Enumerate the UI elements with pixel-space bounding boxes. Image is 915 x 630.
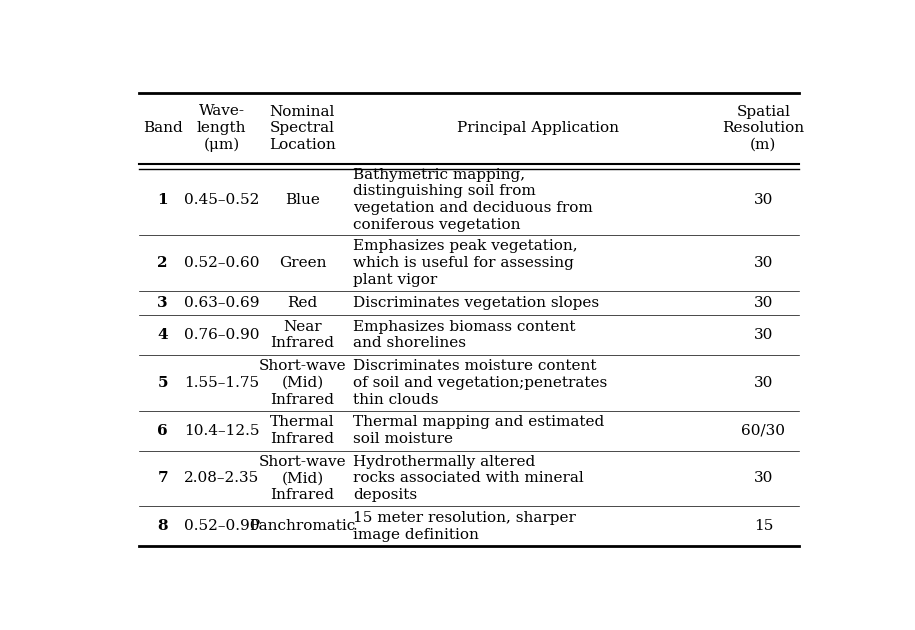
Text: 3: 3 xyxy=(157,296,168,310)
Text: 1: 1 xyxy=(157,193,168,207)
Text: 15: 15 xyxy=(754,519,773,533)
Text: Discriminates vegetation slopes: Discriminates vegetation slopes xyxy=(353,296,599,310)
Text: Short-wave
(Mid)
Infrared: Short-wave (Mid) Infrared xyxy=(259,455,346,502)
Text: Red: Red xyxy=(287,296,318,310)
Text: 15 meter resolution, sharper
image definition: 15 meter resolution, sharper image defin… xyxy=(353,511,576,542)
Text: Principal Application: Principal Application xyxy=(457,122,619,135)
Text: 0.52–0.90: 0.52–0.90 xyxy=(184,519,259,533)
Text: 2: 2 xyxy=(157,256,168,270)
Text: 0.45–0.52: 0.45–0.52 xyxy=(184,193,259,207)
Text: 30: 30 xyxy=(754,328,773,342)
Text: Wave-
length
(μm): Wave- length (μm) xyxy=(197,105,246,152)
Text: Discriminates moisture content
of soil and vegetation;penetrates
thin clouds: Discriminates moisture content of soil a… xyxy=(353,359,608,406)
Text: 8: 8 xyxy=(157,519,168,533)
Text: 1.55–1.75: 1.55–1.75 xyxy=(184,376,259,390)
Text: 30: 30 xyxy=(754,296,773,310)
Text: Short-wave
(Mid)
Infrared: Short-wave (Mid) Infrared xyxy=(259,359,346,406)
Text: Thermal mapping and estimated
soil moisture: Thermal mapping and estimated soil moist… xyxy=(353,415,605,446)
Text: 10.4–12.5: 10.4–12.5 xyxy=(184,423,259,438)
Text: Thermal
Infrared: Thermal Infrared xyxy=(270,415,335,446)
Text: 4: 4 xyxy=(157,328,168,342)
Text: 30: 30 xyxy=(754,471,773,486)
Text: Spatial
Resolution
(m): Spatial Resolution (m) xyxy=(722,105,804,152)
Text: 30: 30 xyxy=(754,256,773,270)
Text: 30: 30 xyxy=(754,376,773,390)
Text: Bathymetric mapping,
distinguishing soil from
vegetation and deciduous from
coni: Bathymetric mapping, distinguishing soil… xyxy=(353,168,593,232)
Text: 2.08–2.35: 2.08–2.35 xyxy=(184,471,259,486)
Text: 5: 5 xyxy=(157,376,168,390)
Text: Blue: Blue xyxy=(285,193,320,207)
Text: Emphasizes peak vegetation,
which is useful for assessing
plant vigor: Emphasizes peak vegetation, which is use… xyxy=(353,239,578,287)
Text: Near
Infrared: Near Infrared xyxy=(271,320,334,350)
Text: 0.63–0.69: 0.63–0.69 xyxy=(184,296,259,310)
Text: 6: 6 xyxy=(157,423,168,438)
Text: 0.52–0.60: 0.52–0.60 xyxy=(184,256,259,270)
Text: Hydrothermally altered
rocks associated with mineral
deposits: Hydrothermally altered rocks associated … xyxy=(353,455,585,502)
Text: Emphasizes biomass content
and shorelines: Emphasizes biomass content and shoreline… xyxy=(353,320,576,350)
Text: Panchromatic: Panchromatic xyxy=(249,519,356,533)
Text: Nominal
Spectral
Location: Nominal Spectral Location xyxy=(269,105,336,152)
Text: 30: 30 xyxy=(754,193,773,207)
Text: Green: Green xyxy=(279,256,326,270)
Text: Band: Band xyxy=(143,122,183,135)
Text: 60/30: 60/30 xyxy=(741,423,785,438)
Text: 0.76–0.90: 0.76–0.90 xyxy=(184,328,259,342)
Text: 7: 7 xyxy=(157,471,168,486)
